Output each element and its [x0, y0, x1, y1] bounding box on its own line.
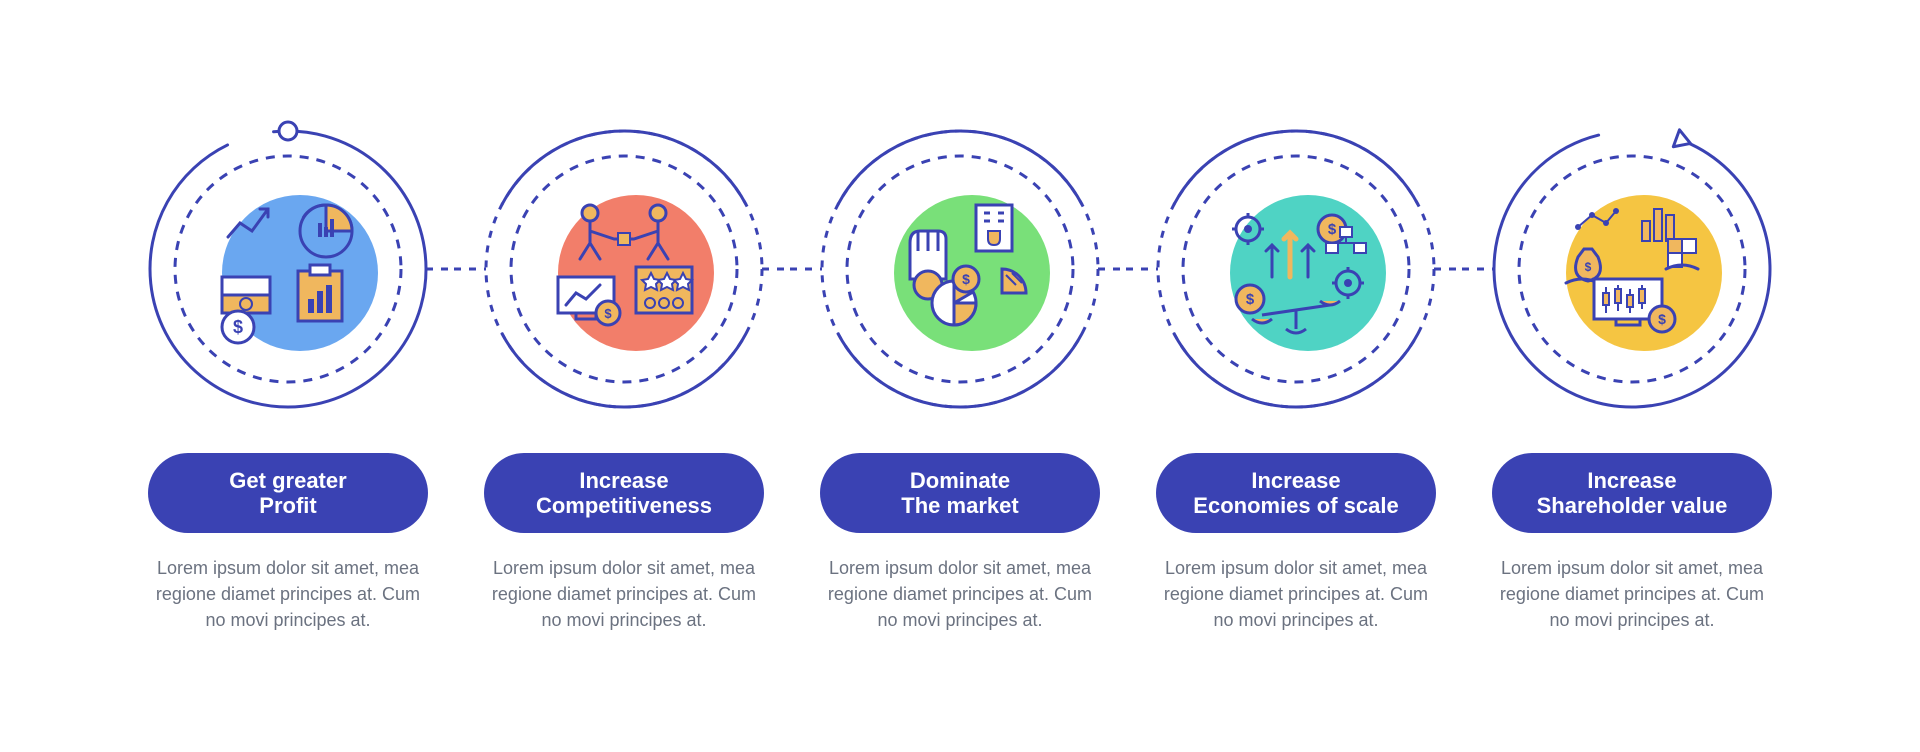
circle-5: $ $	[1492, 119, 1772, 419]
svg-text:$: $	[1585, 260, 1592, 274]
title-line1: Get greater	[229, 468, 346, 493]
circle-1: $	[148, 119, 428, 419]
circle-svg-1: $	[148, 129, 428, 409]
title-pill-2: IncreaseCompetitiveness	[484, 453, 764, 533]
circle-svg-2: $	[484, 129, 764, 409]
infographic-item-5: $ $	[1492, 119, 1772, 633]
svg-text:$: $	[1658, 311, 1666, 327]
body-text-5: Lorem ipsum dolor sit amet, mea regione …	[1492, 555, 1772, 633]
svg-text:$: $	[233, 317, 243, 337]
infographic-item-4: $ $	[1156, 119, 1436, 633]
svg-text:$: $	[1246, 291, 1255, 308]
title-pill-3: DominateThe market	[820, 453, 1100, 533]
title-line1: Dominate	[910, 468, 1010, 493]
circle-svg-4: $ $	[1156, 129, 1436, 409]
title-line2: Competitiveness	[536, 493, 712, 518]
title-pill-1: Get greaterProfit	[148, 453, 428, 533]
infographic-item-2: $ IncreaseCompetitiveness Lorem ipsum dol…	[484, 119, 764, 633]
body-text-2: Lorem ipsum dolor sit amet, mea regione …	[484, 555, 764, 633]
svg-text:$: $	[1328, 221, 1337, 238]
circle-svg-5: $ $	[1492, 129, 1772, 409]
title-line2: The market	[901, 493, 1018, 518]
circle-2: $	[484, 119, 764, 419]
title-line2: Shareholder value	[1537, 493, 1728, 518]
svg-text:$: $	[962, 271, 970, 287]
title-line1: Increase	[1251, 468, 1340, 493]
title-line1: Increase	[579, 468, 668, 493]
circle-svg-3: $	[820, 129, 1100, 409]
body-text-3: Lorem ipsum dolor sit amet, mea regione …	[820, 555, 1100, 633]
circle-3: $	[820, 119, 1100, 419]
title-pill-4: IncreaseEconomies of scale	[1156, 453, 1436, 533]
body-text-1: Lorem ipsum dolor sit amet, mea regione …	[148, 555, 428, 633]
title-pill-5: IncreaseShareholder value	[1492, 453, 1772, 533]
circle-4: $ $	[1156, 119, 1436, 419]
infographic-item-1: $ Get greaterProfit Lorem ipsum dolor sit…	[148, 119, 428, 633]
title-line2: Profit	[259, 493, 316, 518]
infographic-item-3: $ DominateThe market Lorem ipsum dolor si…	[820, 119, 1100, 633]
title-line2: Economies of scale	[1193, 493, 1398, 518]
title-line1: Increase	[1587, 468, 1676, 493]
body-text-4: Lorem ipsum dolor sit amet, mea regione …	[1156, 555, 1436, 633]
infographic-row: $ Get greaterProfit Lorem ipsum dolor sit…	[148, 119, 1772, 633]
svg-text:$: $	[604, 306, 612, 321]
